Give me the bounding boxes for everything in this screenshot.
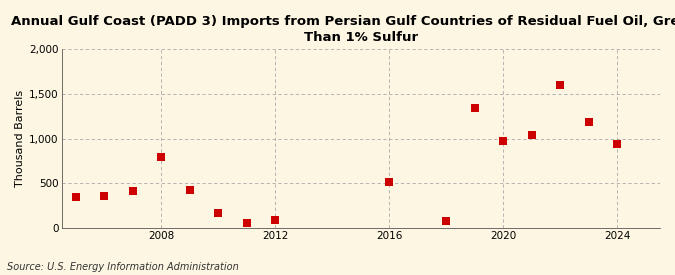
Point [612,142,622,146]
Point [384,180,395,185]
Point [213,211,223,215]
Point [526,133,537,137]
Point [270,218,281,222]
Point [555,83,566,87]
Point [583,119,594,124]
Point [70,194,81,199]
Point [441,219,452,224]
Point [156,154,167,159]
Point [242,221,252,225]
Y-axis label: Thousand Barrels: Thousand Barrels [15,90,25,187]
Point [128,189,138,193]
Point [99,194,110,198]
Point [469,106,480,111]
Point [498,139,509,144]
Title: Annual Gulf Coast (PADD 3) Imports from Persian Gulf Countries of Residual Fuel : Annual Gulf Coast (PADD 3) Imports from … [11,15,675,44]
Text: Source: U.S. Energy Information Administration: Source: U.S. Energy Information Administ… [7,262,238,272]
Point [184,188,195,193]
